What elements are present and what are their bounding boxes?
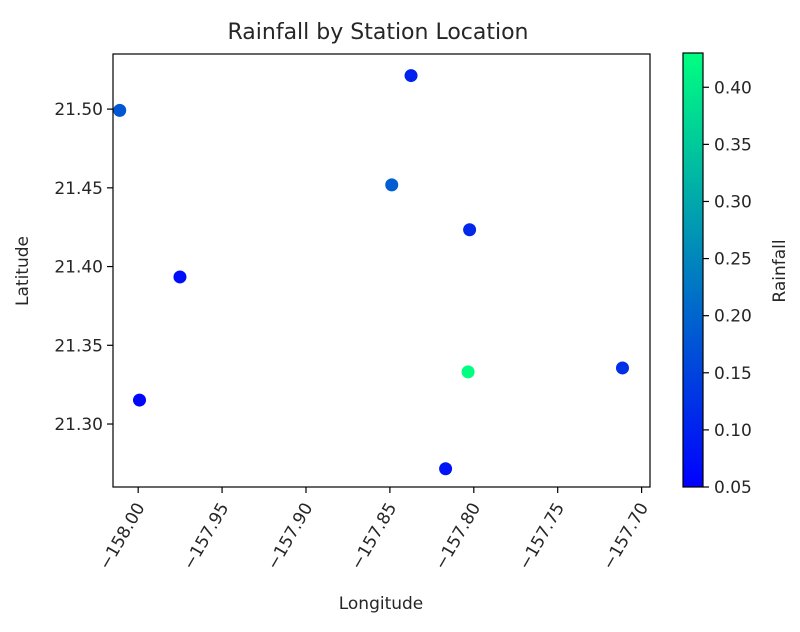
colorbar-tick-label: 0.20 bbox=[714, 307, 752, 327]
x-tick-label: −158.00 bbox=[95, 500, 149, 574]
chart-title: Rainfall by Station Location bbox=[227, 20, 528, 45]
scatter-point bbox=[463, 223, 477, 237]
colorbar-tick-label: 0.05 bbox=[714, 478, 752, 498]
x-tick-label: −157.90 bbox=[263, 500, 317, 574]
scatter-point bbox=[404, 69, 418, 83]
colorbar-tick-label: 0.40 bbox=[714, 78, 752, 98]
points-layer bbox=[113, 69, 629, 476]
x-tick-label: −157.70 bbox=[599, 500, 653, 574]
x-tick-label: −157.85 bbox=[347, 500, 401, 574]
scatter-point bbox=[615, 361, 629, 375]
colorbar-tick-label: 0.25 bbox=[714, 250, 752, 270]
colorbar-frame bbox=[682, 52, 704, 488]
y-tick-label: 21.40 bbox=[54, 258, 103, 278]
scatter-point bbox=[439, 462, 453, 476]
scatter-point bbox=[133, 393, 147, 407]
scatter-point bbox=[461, 365, 475, 379]
scatter-point bbox=[113, 103, 127, 117]
x-axis-label: Longitude bbox=[339, 594, 424, 614]
colorbar-tick-label: 0.15 bbox=[714, 364, 752, 384]
y-tick-label: 21.35 bbox=[54, 336, 103, 356]
y-axis-ticks: 21.30 21.35 21.40 21.45 21.50 bbox=[54, 100, 113, 435]
y-tick-label: 21.50 bbox=[54, 100, 103, 120]
colorbar-tick-label: 0.30 bbox=[714, 192, 752, 212]
y-axis-label: Latitude bbox=[13, 236, 33, 306]
y-tick-label: 21.30 bbox=[54, 415, 103, 435]
scatter-point bbox=[173, 270, 187, 284]
colorbar-tick-label: 0.35 bbox=[714, 135, 752, 155]
x-axis-ticks: −158.00 −157.95 −157.90 −157.85 −157.80 −157.… bbox=[95, 487, 653, 573]
x-tick-label: −157.95 bbox=[179, 500, 233, 574]
colorbar-ticks: 0.05 0.10 0.15 0.20 0.25 0.30 0.35 0.40 bbox=[703, 78, 752, 498]
colorbar bbox=[683, 53, 703, 487]
y-tick-label: 21.45 bbox=[54, 179, 103, 199]
x-tick-label: −157.75 bbox=[515, 500, 569, 574]
colorbar-tick-label: 0.10 bbox=[714, 421, 752, 441]
colorbar-label: Rainfall bbox=[770, 239, 790, 302]
scatter-point bbox=[385, 178, 399, 192]
x-tick-label: −157.80 bbox=[431, 500, 485, 574]
plot-area-frame bbox=[112, 53, 651, 488]
